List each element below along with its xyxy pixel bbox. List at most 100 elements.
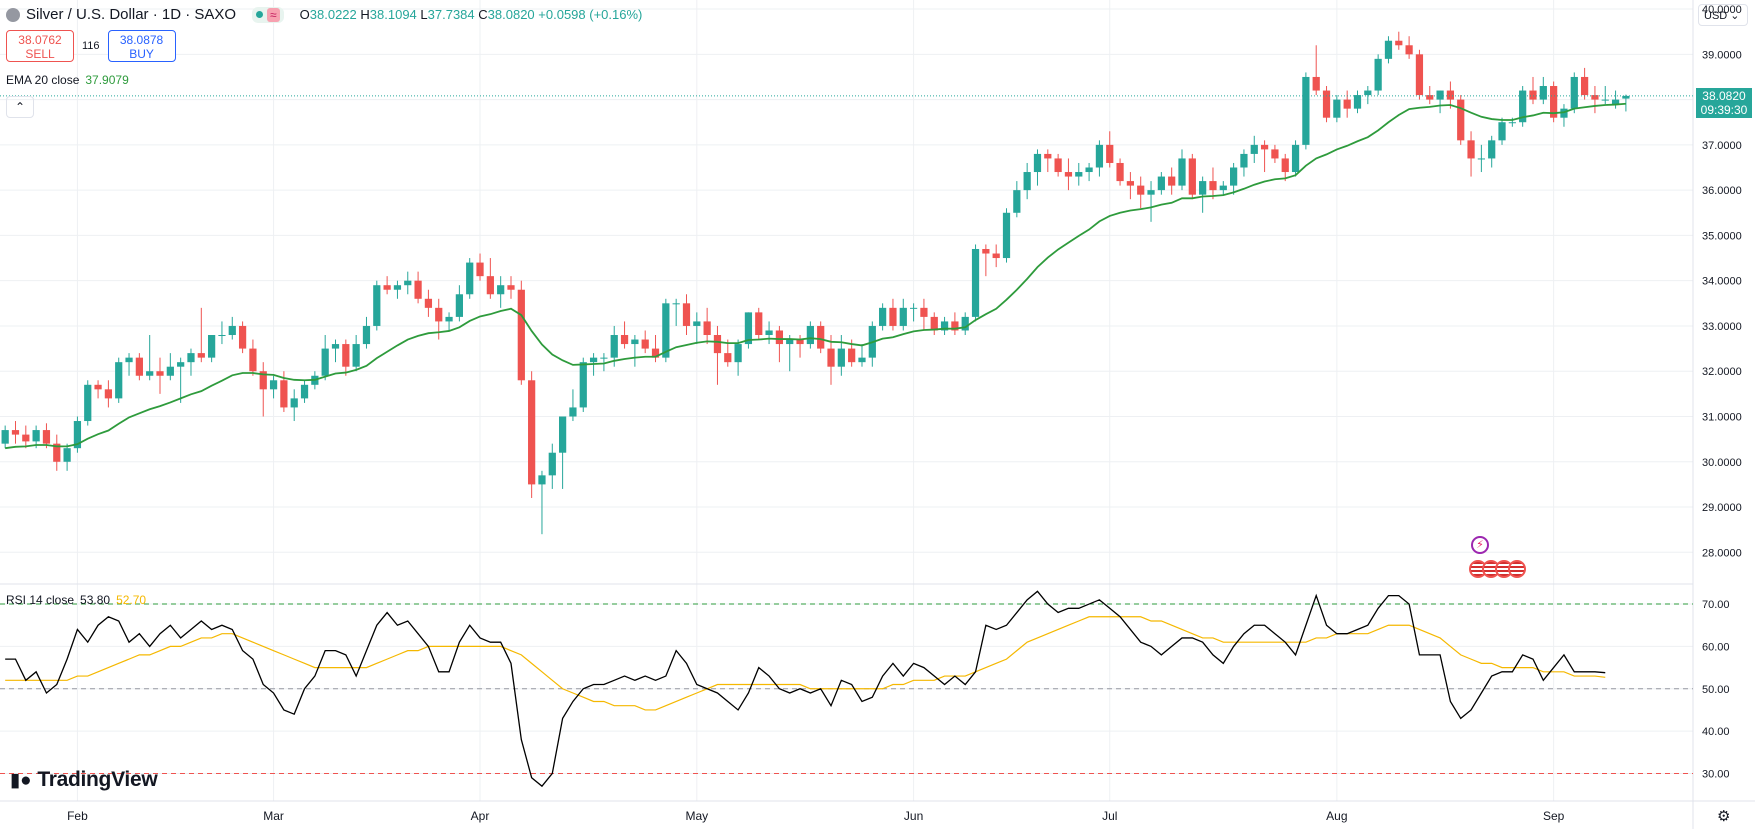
status-pill[interactable]: ≈ bbox=[252, 6, 284, 23]
sell-button[interactable]: 38.0762 SELL bbox=[6, 30, 74, 62]
time-tick-label: Mar bbox=[263, 809, 284, 823]
candle-body bbox=[1622, 95, 1630, 99]
candle-body bbox=[538, 475, 546, 485]
candle-body bbox=[1529, 90, 1537, 100]
candle-body bbox=[290, 398, 298, 408]
candle-body bbox=[1199, 181, 1207, 195]
price-tick-label: 28.0000 bbox=[1702, 547, 1742, 559]
rsi-legend[interactable]: RSI 14 close 53.80 52.70 bbox=[6, 593, 146, 607]
tradingview-logo-icon: ▮● bbox=[10, 769, 32, 791]
candle-body bbox=[1178, 158, 1186, 186]
candle-body bbox=[486, 276, 494, 295]
ema-legend[interactable]: EMA 20 close 37.9079 bbox=[6, 73, 129, 87]
rsi-tick-label: 50.00 bbox=[1702, 684, 1730, 696]
candle-body bbox=[1415, 54, 1424, 96]
candle-body bbox=[362, 325, 371, 345]
us-events-badges[interactable] bbox=[1469, 560, 1526, 578]
buy-label: BUY bbox=[129, 47, 154, 61]
candle-body bbox=[1033, 153, 1042, 173]
candle-body bbox=[32, 430, 40, 442]
settings-gear-icon[interactable]: ⚙ bbox=[1717, 808, 1731, 825]
candle-body bbox=[1446, 90, 1455, 100]
candle-body bbox=[1560, 108, 1568, 118]
candle-body bbox=[858, 357, 866, 363]
candle-body bbox=[1106, 144, 1114, 163]
candle-body bbox=[1570, 76, 1578, 109]
price-tick-label: 34.0000 bbox=[1702, 276, 1742, 288]
candle-body bbox=[1519, 90, 1527, 123]
candle-body bbox=[1064, 172, 1073, 177]
candle-body bbox=[321, 348, 329, 376]
candle-body bbox=[1374, 58, 1382, 91]
ema-legend-value: 37.9079 bbox=[85, 73, 129, 87]
candle-body bbox=[156, 371, 164, 376]
candle-body bbox=[1250, 144, 1258, 154]
candle-body bbox=[651, 348, 660, 358]
candle-body bbox=[1157, 176, 1165, 191]
time-axis-labels[interactable]: Feb Mar Apr May Jun Jul Aug Sep bbox=[67, 809, 1565, 823]
candle-body bbox=[1147, 190, 1155, 195]
candle-body bbox=[11, 430, 20, 435]
symbol-title[interactable]: Silver / U.S. Dollar · 1D · SAXO bbox=[26, 6, 237, 23]
candle-body bbox=[466, 262, 474, 295]
candle-body bbox=[1601, 99, 1609, 101]
candle-body bbox=[1467, 140, 1475, 159]
collapse-legend-button[interactable]: ⌃ bbox=[6, 96, 34, 118]
market-open-dot-icon bbox=[256, 11, 264, 18]
price-tick-label: 40.0000 bbox=[1702, 4, 1742, 16]
candle-body bbox=[827, 348, 835, 367]
candle-body bbox=[1488, 140, 1496, 159]
candle-body bbox=[166, 366, 174, 376]
price-tick-label: 32.0000 bbox=[1702, 366, 1742, 378]
candle-body bbox=[703, 321, 711, 336]
candle-body bbox=[1260, 144, 1269, 150]
candle-body bbox=[476, 262, 484, 277]
event-badges: ⚡ bbox=[1469, 536, 1526, 578]
time-tick-label: May bbox=[685, 809, 708, 823]
silver-symbol-icon[interactable] bbox=[6, 7, 20, 22]
candle-body bbox=[899, 307, 907, 326]
price-tick-label: 31.0000 bbox=[1702, 411, 1742, 423]
tradingview-logo[interactable]: ▮● TradingView bbox=[10, 768, 158, 792]
candle-body bbox=[786, 339, 794, 345]
candle-body bbox=[631, 339, 639, 345]
price-tick-label: 37.0000 bbox=[1702, 140, 1742, 152]
low-value: 37.7384 bbox=[427, 7, 475, 22]
time-tick-label: Sep bbox=[1543, 809, 1565, 823]
candle-body bbox=[393, 285, 402, 290]
buy-button[interactable]: 38.0878 BUY bbox=[107, 30, 176, 62]
candle-body bbox=[259, 371, 267, 390]
flash-icon[interactable]: ⚡ bbox=[1471, 536, 1489, 554]
candle-body bbox=[22, 434, 30, 442]
candle-body bbox=[982, 248, 990, 254]
sell-price: 38.0762 bbox=[18, 33, 62, 47]
candle-body bbox=[1611, 99, 1620, 105]
candle-body bbox=[455, 294, 463, 317]
candle-body bbox=[1209, 181, 1217, 191]
candle-body bbox=[1384, 40, 1393, 59]
candle-body bbox=[837, 348, 845, 367]
high-label: H bbox=[360, 7, 370, 22]
candle-body bbox=[373, 285, 381, 326]
candle-body bbox=[1240, 153, 1248, 168]
sell-label: SELL bbox=[25, 47, 55, 61]
candle-body bbox=[125, 357, 133, 363]
candle-body bbox=[1353, 95, 1362, 109]
candle-body bbox=[817, 325, 825, 349]
rsi-legend-name: RSI 14 close bbox=[6, 593, 75, 607]
high-value: 38.1094 bbox=[369, 7, 417, 22]
ema-legend-name: EMA 20 close bbox=[6, 73, 80, 87]
open-label: O bbox=[299, 7, 310, 22]
currency-selector[interactable]: USD ⌄ bbox=[1698, 4, 1748, 26]
rsi-axis-labels[interactable]: 70.00 60.00 50.00 40.00 30.00 bbox=[1702, 599, 1730, 780]
candle-body bbox=[889, 307, 897, 326]
candle-body bbox=[589, 357, 598, 363]
candle-body bbox=[1023, 172, 1031, 191]
trade-panel: 38.0762 SELL 116 38.0878 BUY bbox=[6, 30, 176, 62]
candle-body bbox=[951, 321, 959, 331]
candle-body bbox=[961, 316, 969, 331]
candle-body bbox=[672, 303, 680, 305]
candle-body bbox=[940, 321, 949, 331]
candle-body bbox=[548, 452, 556, 476]
